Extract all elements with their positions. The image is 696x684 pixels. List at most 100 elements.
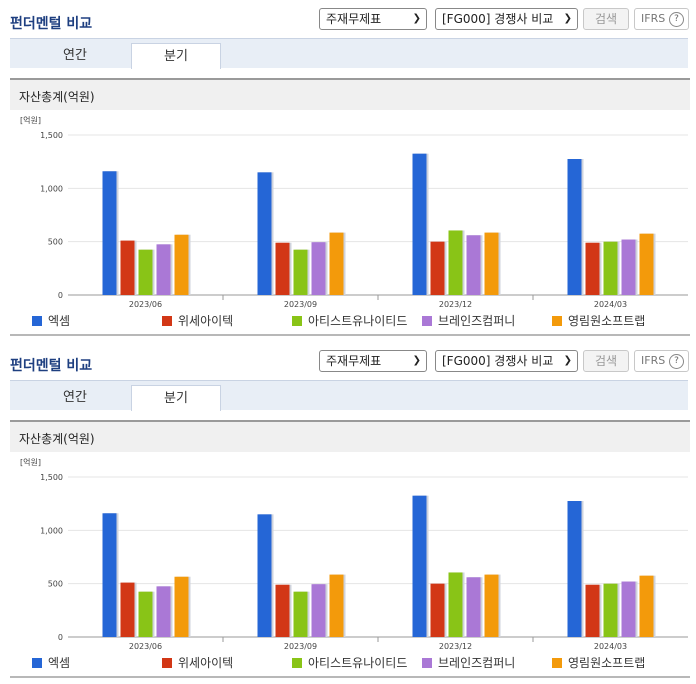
y-axis-unit-label: [억원] <box>20 115 41 125</box>
bar[interactable] <box>567 159 582 295</box>
bar[interactable] <box>257 172 272 295</box>
bar[interactable] <box>293 591 308 637</box>
legend-item[interactable]: 아티스트유나이티드 <box>292 654 407 671</box>
bar[interactable] <box>275 242 290 295</box>
bar[interactable] <box>567 501 582 637</box>
bar[interactable] <box>102 171 117 295</box>
legend-label: 아티스트유나이티드 <box>308 656 408 670</box>
legend-swatch <box>162 658 172 668</box>
bar[interactable] <box>120 240 135 295</box>
bar[interactable] <box>639 575 654 637</box>
x-tick-label: 2023/09 <box>284 642 317 651</box>
bar[interactable] <box>293 249 308 295</box>
legend-label: 위세아이텍 <box>178 656 234 670</box>
period-tabs: 연간 분기 <box>10 380 688 411</box>
ifrs-button[interactable]: IFRS ? <box>634 8 689 30</box>
statement-select[interactable]: 주재무제표 ❯ <box>319 350 427 372</box>
bar[interactable] <box>466 577 481 637</box>
legend-item[interactable]: 브레인즈컴퍼니 <box>422 312 515 329</box>
x-tick-label: 2023/06 <box>129 300 162 309</box>
bar[interactable] <box>138 249 153 295</box>
bar[interactable] <box>174 234 189 295</box>
bar[interactable] <box>275 584 290 637</box>
search-button[interactable]: 검색 <box>583 8 629 30</box>
legend-swatch <box>162 316 172 326</box>
tab-quarterly[interactable]: 분기 <box>131 385 221 411</box>
fundamental-panel: 펀더멘털 비교 주재무제표 ❯ [FG000] 경쟁사 비교 ❯ 검색 IFRS… <box>0 342 696 684</box>
x-tick-label: 2023/09 <box>284 300 317 309</box>
statement-select-value: 주재무제표 <box>326 12 382 26</box>
chevron-down-icon: ❯ <box>412 13 421 24</box>
chart-container: 자산총계(억원) [억원] 0 500 1,000 1,500 2023/06 2023/0… <box>10 420 690 678</box>
bar[interactable] <box>448 230 463 295</box>
legend-item[interactable]: 브레인즈컴퍼니 <box>422 654 515 671</box>
bar[interactable] <box>138 591 153 637</box>
legend-swatch <box>292 316 302 326</box>
bar[interactable] <box>484 574 499 637</box>
bar[interactable] <box>412 495 427 637</box>
chart-header: 자산총계(억원) <box>10 78 690 110</box>
y-tick-label: 1,500 <box>40 131 63 140</box>
legend-item[interactable]: 엑셈 <box>32 312 70 329</box>
bar[interactable] <box>448 572 463 637</box>
bar[interactable] <box>621 239 636 295</box>
bar[interactable] <box>257 514 272 637</box>
bar[interactable] <box>329 574 344 637</box>
bar-chart: [억원] 0 500 1,000 1,500 2023/06 2023/09 2023/12 2… <box>20 115 688 309</box>
bar[interactable] <box>311 242 326 295</box>
ifrs-label: IFRS <box>641 12 666 25</box>
bar[interactable] <box>430 241 445 295</box>
ifrs-button[interactable]: IFRS ? <box>634 350 689 372</box>
y-tick-label: 1,500 <box>40 473 63 482</box>
x-tick-label: 2023/06 <box>129 642 162 651</box>
legend-swatch <box>32 316 42 326</box>
bar[interactable] <box>639 233 654 295</box>
peer-group-select[interactable]: [FG000] 경쟁사 비교 ❯ <box>435 350 578 372</box>
bar[interactable] <box>603 583 618 637</box>
y-axis-unit-label: [억원] <box>20 457 41 467</box>
tab-annual[interactable]: 연간 <box>63 390 87 405</box>
bar[interactable] <box>466 235 481 295</box>
statement-select[interactable]: 주재무제표 ❯ <box>319 8 427 30</box>
panel-title: 펀더멘털 비교 <box>10 358 93 374</box>
bar[interactable] <box>156 586 171 637</box>
x-tick-label: 2023/12 <box>439 300 472 309</box>
chart-header: 자산총계(억원) <box>10 420 690 452</box>
legend-swatch <box>552 658 562 668</box>
peer-group-select[interactable]: [FG000] 경쟁사 비교 ❯ <box>435 8 578 30</box>
legend-item[interactable]: 위세아이텍 <box>162 312 233 329</box>
help-icon[interactable]: ? <box>669 354 684 369</box>
legend-item[interactable]: 엑셈 <box>32 654 70 671</box>
legend-item[interactable]: 아티스트유나이티드 <box>292 312 407 329</box>
bar[interactable] <box>603 241 618 295</box>
y-tick-label: 0 <box>58 291 63 300</box>
legend-item[interactable]: 위세아이텍 <box>162 654 233 671</box>
legend-item[interactable]: 영림원소프트랩 <box>552 654 645 671</box>
divider <box>10 334 690 336</box>
bar[interactable] <box>585 242 600 295</box>
chart-container: 자산총계(억원) [억원] 0 500 1,000 1,500 2023/06 2023/0… <box>10 78 690 336</box>
tab-annual[interactable]: 연간 <box>63 48 87 63</box>
legend-swatch <box>32 658 42 668</box>
bar[interactable] <box>621 581 636 637</box>
legend-swatch <box>422 316 432 326</box>
panel-title: 펀더멘털 비교 <box>10 16 93 32</box>
bar[interactable] <box>120 582 135 637</box>
bar[interactable] <box>174 576 189 637</box>
help-icon[interactable]: ? <box>669 12 684 27</box>
search-button[interactable]: 검색 <box>583 350 629 372</box>
legend-item[interactable]: 영림원소프트랩 <box>552 312 645 329</box>
bar[interactable] <box>102 513 117 637</box>
legend-label: 엑셈 <box>48 314 71 328</box>
bar[interactable] <box>430 583 445 637</box>
bar[interactable] <box>156 244 171 295</box>
bar[interactable] <box>412 153 427 295</box>
tab-quarterly[interactable]: 분기 <box>131 43 221 69</box>
y-tick-label: 1,000 <box>40 526 63 535</box>
legend-label: 영림원소프트랩 <box>568 314 646 328</box>
bar[interactable] <box>329 232 344 295</box>
bar[interactable] <box>484 232 499 295</box>
y-tick-label: 500 <box>48 580 63 589</box>
bar[interactable] <box>585 584 600 637</box>
bar[interactable] <box>311 584 326 637</box>
